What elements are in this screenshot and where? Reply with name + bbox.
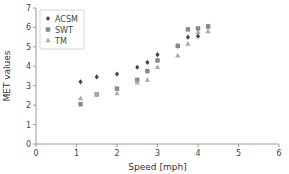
x-tick (198, 144, 199, 147)
y-tick-label: 5 (26, 43, 31, 52)
y-tick-label: 2 (26, 101, 31, 110)
legend-marker (46, 16, 50, 21)
point (135, 65, 139, 70)
point (196, 34, 200, 39)
x-axis-label: Speed [mph] (128, 162, 186, 172)
point (78, 95, 83, 100)
y-tick (33, 8, 36, 9)
y-tick-label: 7 (26, 4, 31, 13)
x-tick (279, 144, 280, 147)
point (176, 43, 180, 48)
point (186, 35, 190, 40)
point (155, 58, 159, 62)
point (145, 69, 149, 73)
y-tick (33, 27, 36, 28)
y-tick-label: 3 (26, 82, 31, 91)
point (145, 77, 150, 82)
point (195, 29, 200, 34)
y-tick-label: 4 (26, 62, 31, 71)
y-tick (33, 66, 36, 67)
point (115, 71, 119, 76)
legend-label: SWT (55, 26, 73, 35)
point (155, 52, 159, 57)
legend-label: TM (54, 37, 67, 46)
y-tick-label: 1 (26, 121, 31, 130)
legend-marker (46, 27, 50, 31)
point (78, 79, 82, 84)
y-tick-label: 6 (26, 23, 31, 32)
point (135, 80, 140, 85)
y-axis-label: MET values (2, 50, 12, 101)
point (176, 44, 180, 48)
plot-area (78, 24, 211, 107)
x-tick-label: 3 (155, 149, 160, 158)
point (155, 64, 160, 69)
x-tick-label: 0 (33, 149, 38, 158)
x-tick-label: 4 (195, 149, 200, 158)
x-tick-label: 1 (74, 149, 79, 158)
chart: 0 1 2 3 4 5 6 0 1 2 3 4 5 6 7 Speed [mph] MET values ACSM… (0, 0, 289, 174)
point (94, 92, 99, 97)
x-tick (117, 144, 118, 147)
point (145, 60, 149, 65)
x-tick (76, 144, 77, 147)
y-tick-label: 0 (26, 140, 31, 149)
x-tick (157, 144, 158, 147)
point (175, 53, 180, 58)
y-tick (33, 46, 36, 47)
y-tick (33, 85, 36, 86)
point (115, 86, 119, 90)
point (206, 24, 210, 29)
legend-marker (45, 38, 50, 43)
point (114, 91, 119, 96)
legend-label: ACSM (55, 15, 78, 24)
point (78, 102, 82, 106)
point (206, 24, 210, 28)
y-tick (33, 144, 36, 145)
point (95, 92, 99, 96)
x-tick (238, 144, 239, 147)
y-axis-line (36, 8, 37, 144)
y-tick (33, 124, 36, 125)
y-tick (33, 105, 36, 106)
legend: ACSM SWT TM (40, 10, 84, 49)
point (186, 27, 190, 31)
point (206, 28, 211, 33)
legend-frame (40, 10, 84, 49)
point (95, 74, 99, 79)
x-tick-label: 6 (276, 149, 281, 158)
point (185, 41, 190, 46)
x-tick-label: 5 (236, 149, 241, 158)
x-tick-label: 2 (114, 149, 119, 158)
